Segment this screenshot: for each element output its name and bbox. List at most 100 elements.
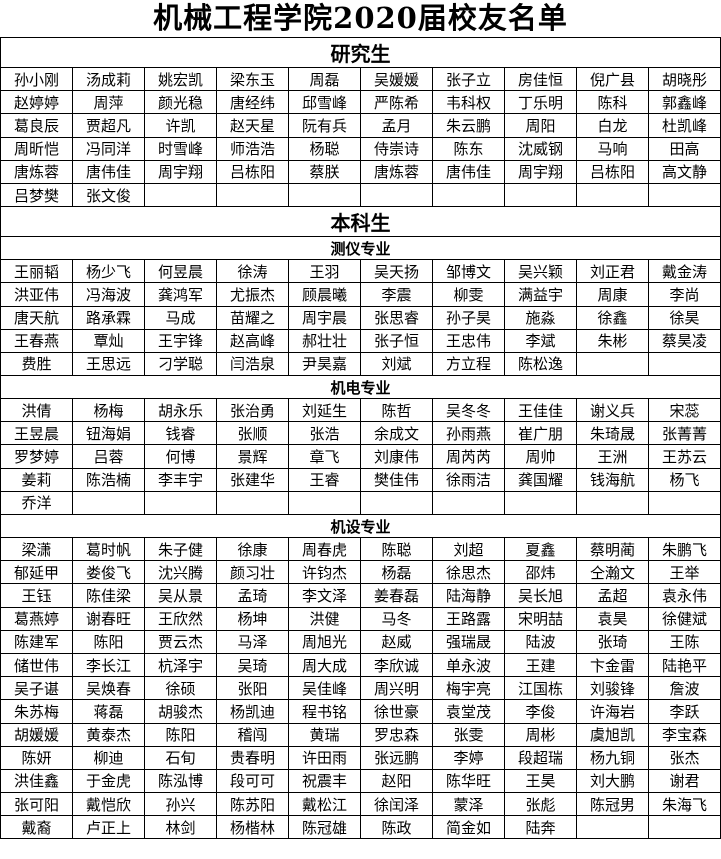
name-cell: 吴琦 (216, 652, 289, 678)
name-cell: 戴金涛 (648, 259, 721, 284)
name-cell: 张建华 (216, 467, 289, 492)
name-cell: 许海岩 (576, 699, 649, 724)
name-cell: 徐涛 (216, 259, 289, 284)
name-cell: 杨少飞 (72, 259, 145, 284)
table-row: 费胜 王思远 刁学聪 闫浩泉 尹昊嘉 刘斌 方立程 陈松逸 (0, 351, 721, 377)
name-cell: 邹博文 (432, 259, 505, 284)
name-cell: 徐硕 (144, 676, 217, 701)
empty-cell (504, 182, 577, 208)
name-cell: 邵炜 (504, 560, 577, 585)
section-header-row: 本科生 (0, 206, 721, 238)
name-cell: 张阳 (216, 676, 289, 701)
name-cell: 仝瀚文 (576, 560, 649, 585)
name-cell: 张菁菁 (648, 421, 721, 446)
name-cell: 周宇晨 (288, 305, 361, 330)
name-cell: 洪亚伟 (0, 282, 73, 307)
name-cell: 冯同洋 (72, 136, 145, 161)
empty-cell (72, 490, 145, 516)
name-cell: 李欣诚 (360, 652, 433, 678)
name-cell: 吴长旭 (504, 583, 577, 608)
name-cell: 孟琦 (216, 583, 289, 608)
name-cell: 陈浩楠 (72, 467, 145, 492)
table-row: 戴裔 卢正上 林剑 杨楷林 陈冠雄 陈政 简金如 陆奔 (0, 815, 721, 840)
name-cell: 张治勇 (216, 398, 289, 423)
name-cell: 娄俊飞 (72, 560, 145, 585)
name-cell: 杨飞 (648, 467, 721, 492)
name-cell: 陈妍 (0, 745, 73, 770)
name-cell: 黄瑞 (288, 722, 361, 747)
name-cell: 马响 (576, 136, 649, 161)
name-cell: 刘大鹏 (576, 768, 649, 794)
section-header-row: 研究生 (0, 37, 721, 68)
name-cell: 马泽 (216, 629, 289, 654)
empty-cell (576, 182, 649, 208)
name-cell: 张远鹏 (360, 745, 433, 770)
major-title: 机电专业 (0, 375, 721, 400)
name-cell: 周帅 (504, 444, 577, 469)
table-row: 胡媛媛 黄泰杰 陈阳 稽闯 黄瑞 罗忠森 张雯 周彬 虞旭凯 李宝森 (0, 722, 721, 747)
name-cell: 李俊 (504, 699, 577, 724)
name-cell: 程书铭 (288, 699, 361, 724)
name-cell: 尤振杰 (216, 282, 289, 307)
name-cell: 朱鹏飞 (648, 536, 721, 562)
name-cell: 陈冠男 (576, 792, 649, 817)
name-cell: 吴天扬 (360, 259, 433, 284)
name-cell: 徐雨洁 (432, 467, 505, 492)
name-cell: 赵威 (360, 629, 433, 654)
name-cell: 满益宇 (504, 282, 577, 307)
name-cell: 陆波 (504, 629, 577, 654)
name-cell: 吴兴颖 (504, 259, 577, 284)
name-cell: 张琦 (576, 629, 649, 654)
table-row: 张可阳 戴恺欣 孙兴 陈苏阳 戴松江 徐闰泽 蒙泽 张彪 陈冠男 朱海飞 (0, 792, 721, 817)
name-cell: 杨凯迪 (216, 699, 289, 724)
name-cell: 章飞 (288, 444, 361, 469)
empty-cell (432, 490, 505, 516)
name-cell: 钱睿 (144, 421, 217, 446)
name-cell: 葛时帆 (72, 536, 145, 562)
major-title: 测仪专业 (0, 236, 721, 261)
name-cell: 赵婷婷 (0, 90, 73, 115)
name-cell: 刘正君 (576, 259, 649, 284)
name-cell: 杜凯峰 (648, 113, 721, 138)
table-row: 洪亚伟 冯海波 龚鸿军 尤振杰 顾晨曦 李震 柳雯 满益宇 周康 李尚 (0, 282, 721, 307)
name-cell: 许凯 (144, 113, 217, 138)
name-cell: 陈泓博 (144, 768, 217, 794)
major-header-row: 机设专业 (0, 514, 721, 538)
name-cell: 吕梦樊 (0, 182, 73, 208)
name-cell: 周芮芮 (432, 444, 505, 469)
table-row: 孙小刚 汤成莉 姚宏凯 梁东玉 周磊 吴媛媛 张子立 房佳恒 倪广县 胡晓彤 (0, 66, 721, 92)
major-title: 机设专业 (0, 514, 721, 538)
name-cell: 杨磊 (360, 560, 433, 585)
name-cell: 王羽 (288, 259, 361, 284)
table-row: 陈建军 陈阳 贾云杰 马泽 周旭光 赵威 强瑞晟 陆波 张琦 王陈 (0, 629, 721, 654)
empty-cell (288, 182, 361, 208)
name-cell: 陈哲 (360, 398, 433, 423)
name-cell: 陈苏阳 (216, 792, 289, 817)
name-cell: 韦科权 (432, 90, 505, 115)
name-cell: 朱海飞 (648, 792, 721, 817)
name-cell: 徐健斌 (648, 606, 721, 631)
name-cell: 于金虎 (72, 768, 145, 794)
name-cell: 葛燕婷 (0, 606, 73, 631)
name-cell: 刘延生 (288, 398, 361, 423)
empty-cell (504, 490, 577, 516)
table-row: 王丽韬 杨少飞 何昱晨 徐涛 王羽 吴天扬 邹博文 吴兴颖 刘正君 戴金涛 (0, 259, 721, 284)
name-cell: 周萍 (72, 90, 145, 115)
name-cell: 颜习壮 (216, 560, 289, 585)
name-cell: 龚鸿军 (144, 282, 217, 307)
name-cell: 李文泽 (288, 583, 361, 608)
name-cell: 孙雨燕 (432, 421, 505, 446)
alumni-table: 研究生 孙小刚 汤成莉 姚宏凯 梁东玉 周磊 吴媛媛 张子立 房佳恒 倪广县 胡晓彤 赵婷婷 周萍 颜光稳… (0, 37, 721, 840)
name-cell: 李震 (360, 282, 433, 307)
name-cell: 陈东 (432, 136, 505, 161)
name-cell: 张子恒 (360, 328, 433, 353)
name-cell: 王路露 (432, 606, 505, 631)
name-cell: 徐思杰 (432, 560, 505, 585)
table-row: 洪倩 杨梅 胡永乐 张治勇 刘延生 陈哲 吴冬冬 王佳佳 谢义兵 宋蕊 (0, 398, 721, 423)
name-cell: 张顺 (216, 421, 289, 446)
table-row: 郁延甲 娄俊飞 沈兴腾 颜习壮 许钧杰 杨磊 徐思杰 邵炜 仝瀚文 王举 (0, 560, 721, 585)
name-cell: 陈聪 (360, 536, 433, 562)
name-cell: 尹昊嘉 (288, 351, 361, 377)
name-cell: 陈阳 (144, 722, 217, 747)
name-cell: 费胜 (0, 351, 73, 377)
